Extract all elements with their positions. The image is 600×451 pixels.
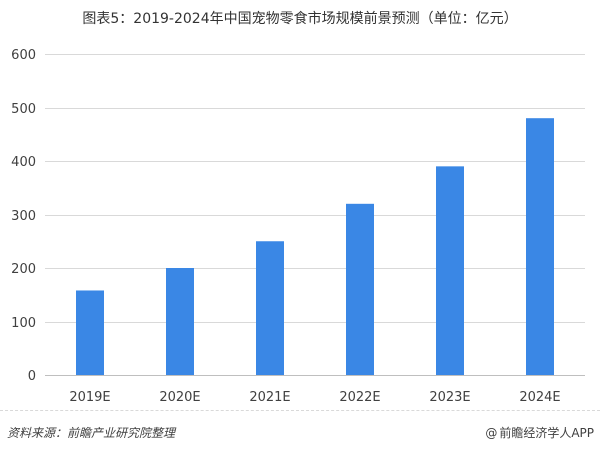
bar-2020E	[166, 268, 194, 375]
x-tick-label: 2023E	[429, 390, 470, 405]
x-tick-label: 2021E	[249, 390, 290, 405]
source-note: 资料来源：前瞻产业研究院整理	[7, 426, 176, 440]
y-tick-label: 400	[11, 155, 36, 170]
y-tick-label: 200	[11, 262, 36, 277]
at-sign-icon: @	[485, 426, 498, 440]
y-tick-label: 500	[11, 102, 36, 117]
bar-2023E	[436, 166, 464, 375]
bar-chart: 0 100 200 300 400 500 600 2019E 2020E 2021E 2022E 2…	[11, 48, 585, 405]
bar-2024E	[526, 118, 554, 375]
footer-divider	[0, 410, 600, 411]
bar-2021E	[256, 241, 284, 375]
y-tick-label: 100	[11, 316, 36, 331]
chart-title: 图表5：2019-2024年中国宠物零食市场规模前景预测（单位：亿元）	[82, 11, 518, 27]
x-tick-label: 2019E	[69, 390, 110, 405]
y-tick-label: 600	[11, 48, 36, 63]
x-tick-label: 2024E	[519, 390, 560, 405]
y-tick-label: 300	[11, 209, 36, 224]
x-tick-label: 2022E	[339, 390, 380, 405]
brand-name: 前瞻经济学人APP	[499, 426, 594, 440]
x-tick-label: 2020E	[159, 390, 200, 405]
brand-credit: @ 前瞻经济学人APP	[485, 424, 594, 441]
y-tick-label: 0	[28, 369, 36, 384]
bar-2019E	[76, 290, 104, 375]
bar-2022E	[346, 203, 374, 375]
